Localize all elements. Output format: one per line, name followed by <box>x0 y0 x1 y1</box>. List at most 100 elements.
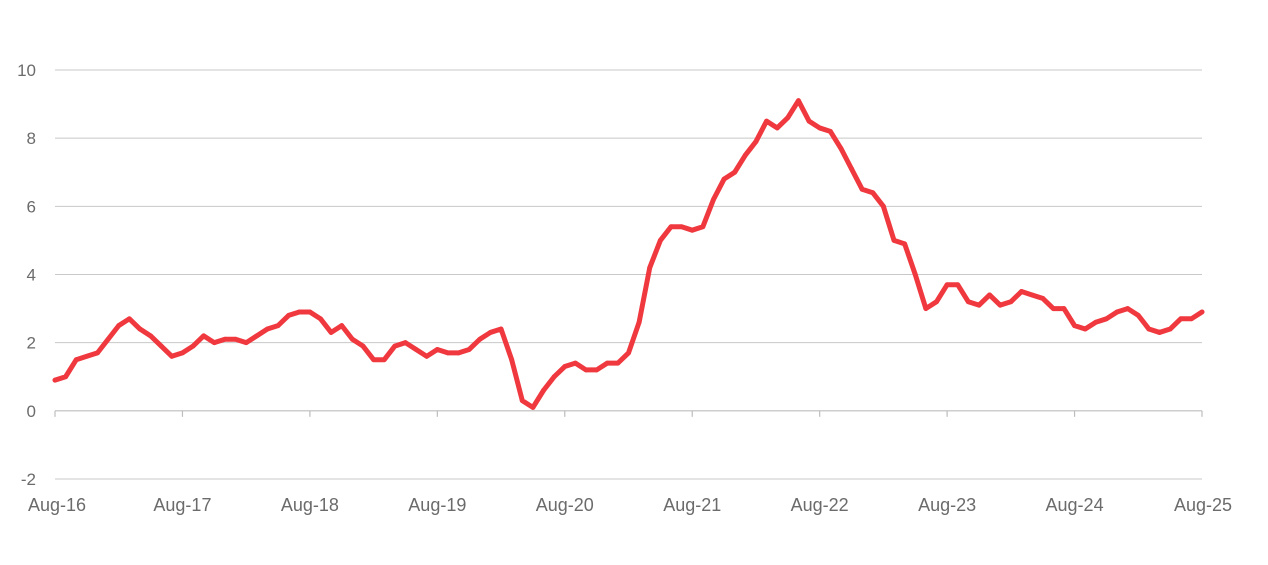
data-point <box>657 238 663 243</box>
data-point <box>137 326 143 332</box>
data-point <box>158 343 164 349</box>
data-point <box>413 347 419 352</box>
data-point <box>63 374 69 380</box>
data-point <box>859 186 865 192</box>
data-point <box>105 336 111 342</box>
data-point <box>318 316 323 322</box>
data-point <box>498 326 504 332</box>
y-axis-labels: -2 0 2 4 6 8 10 <box>17 61 36 489</box>
data-point <box>201 333 207 339</box>
data-point <box>551 374 557 380</box>
data-point <box>604 360 610 366</box>
data-point <box>52 377 58 383</box>
data-point <box>381 357 387 363</box>
data-point <box>1061 306 1067 311</box>
data-point <box>466 347 472 352</box>
data-point <box>392 343 398 349</box>
x-axis <box>54 410 1203 417</box>
data-point <box>1050 306 1056 311</box>
x-tick-label: Aug-20 <box>536 495 594 515</box>
y-tick-label: -2 <box>21 470 36 489</box>
data-point <box>254 333 260 339</box>
x-tick-label: Aug-22 <box>791 495 849 515</box>
data-point <box>1093 319 1099 325</box>
data-point <box>1135 313 1141 318</box>
data-point <box>339 323 345 329</box>
data-point <box>1188 316 1194 322</box>
x-tick-label: Aug-18 <box>281 495 339 515</box>
data-point <box>509 357 515 363</box>
data-point <box>721 176 727 182</box>
data-point <box>1082 326 1088 332</box>
y-tick-label: 6 <box>27 197 36 216</box>
data-point <box>838 145 844 151</box>
data-point <box>1146 326 1152 332</box>
data-point <box>944 282 950 288</box>
y-tick-label: 0 <box>27 402 36 421</box>
data-point <box>594 367 600 373</box>
data-point <box>477 336 483 342</box>
data-point <box>349 336 355 342</box>
data-point <box>1019 289 1024 294</box>
gridlines <box>55 69 1202 480</box>
data-point <box>562 364 568 369</box>
x-tick-label: Aug-19 <box>408 495 466 515</box>
data-point <box>180 350 185 356</box>
data-point <box>519 398 525 404</box>
data-point <box>1114 309 1120 315</box>
data-point <box>902 241 908 247</box>
data-point <box>126 316 132 322</box>
data-point <box>265 326 270 332</box>
data-point <box>456 350 461 356</box>
data-point <box>541 387 546 393</box>
series-layer <box>52 98 1205 410</box>
data-point <box>403 340 408 346</box>
x-axis-labels: Aug-16 Aug-17 Aug-18 Aug-19 Aug-20 Aug-21 Aug-… <box>28 495 1232 515</box>
x-tick-label: Aug-23 <box>918 495 976 515</box>
data-point <box>1104 316 1109 322</box>
data-point <box>211 340 217 346</box>
data-point <box>700 224 706 230</box>
data-point <box>965 299 971 305</box>
data-point <box>286 313 292 318</box>
data-point <box>573 360 578 366</box>
data-point <box>222 336 228 342</box>
data-point <box>360 343 366 349</box>
data-point <box>827 128 833 134</box>
data-point <box>530 405 536 410</box>
y-tick-label: 8 <box>27 129 36 148</box>
data-point <box>1157 330 1162 335</box>
y-tick-label: 2 <box>27 334 36 353</box>
data-point <box>785 115 791 121</box>
data-point <box>711 197 716 202</box>
data-point <box>434 347 440 352</box>
data-point <box>371 357 377 363</box>
data-point <box>73 357 79 363</box>
data-point <box>753 139 759 144</box>
series-line-0 <box>52 98 1205 410</box>
data-point <box>1167 326 1173 332</box>
data-point <box>732 169 738 175</box>
data-point <box>1199 309 1205 315</box>
data-point <box>488 330 493 335</box>
data-point <box>116 323 122 329</box>
data-point <box>912 272 918 277</box>
data-point <box>445 350 451 356</box>
data-point <box>233 336 238 342</box>
data-point <box>636 319 642 325</box>
data-point <box>923 306 929 311</box>
data-point <box>647 265 653 271</box>
data-point <box>1040 295 1046 301</box>
data-point <box>148 333 153 339</box>
data-point <box>806 118 812 124</box>
data-point <box>84 353 90 359</box>
data-point <box>796 98 801 104</box>
data-point <box>583 367 589 373</box>
data-point <box>296 309 302 315</box>
x-tick-label: Aug-21 <box>663 495 721 515</box>
data-point <box>997 302 1003 308</box>
x-tick-label: Aug-24 <box>1046 495 1104 515</box>
data-point <box>689 227 695 233</box>
y-tick-label: 4 <box>27 266 36 285</box>
data-point <box>849 166 854 172</box>
